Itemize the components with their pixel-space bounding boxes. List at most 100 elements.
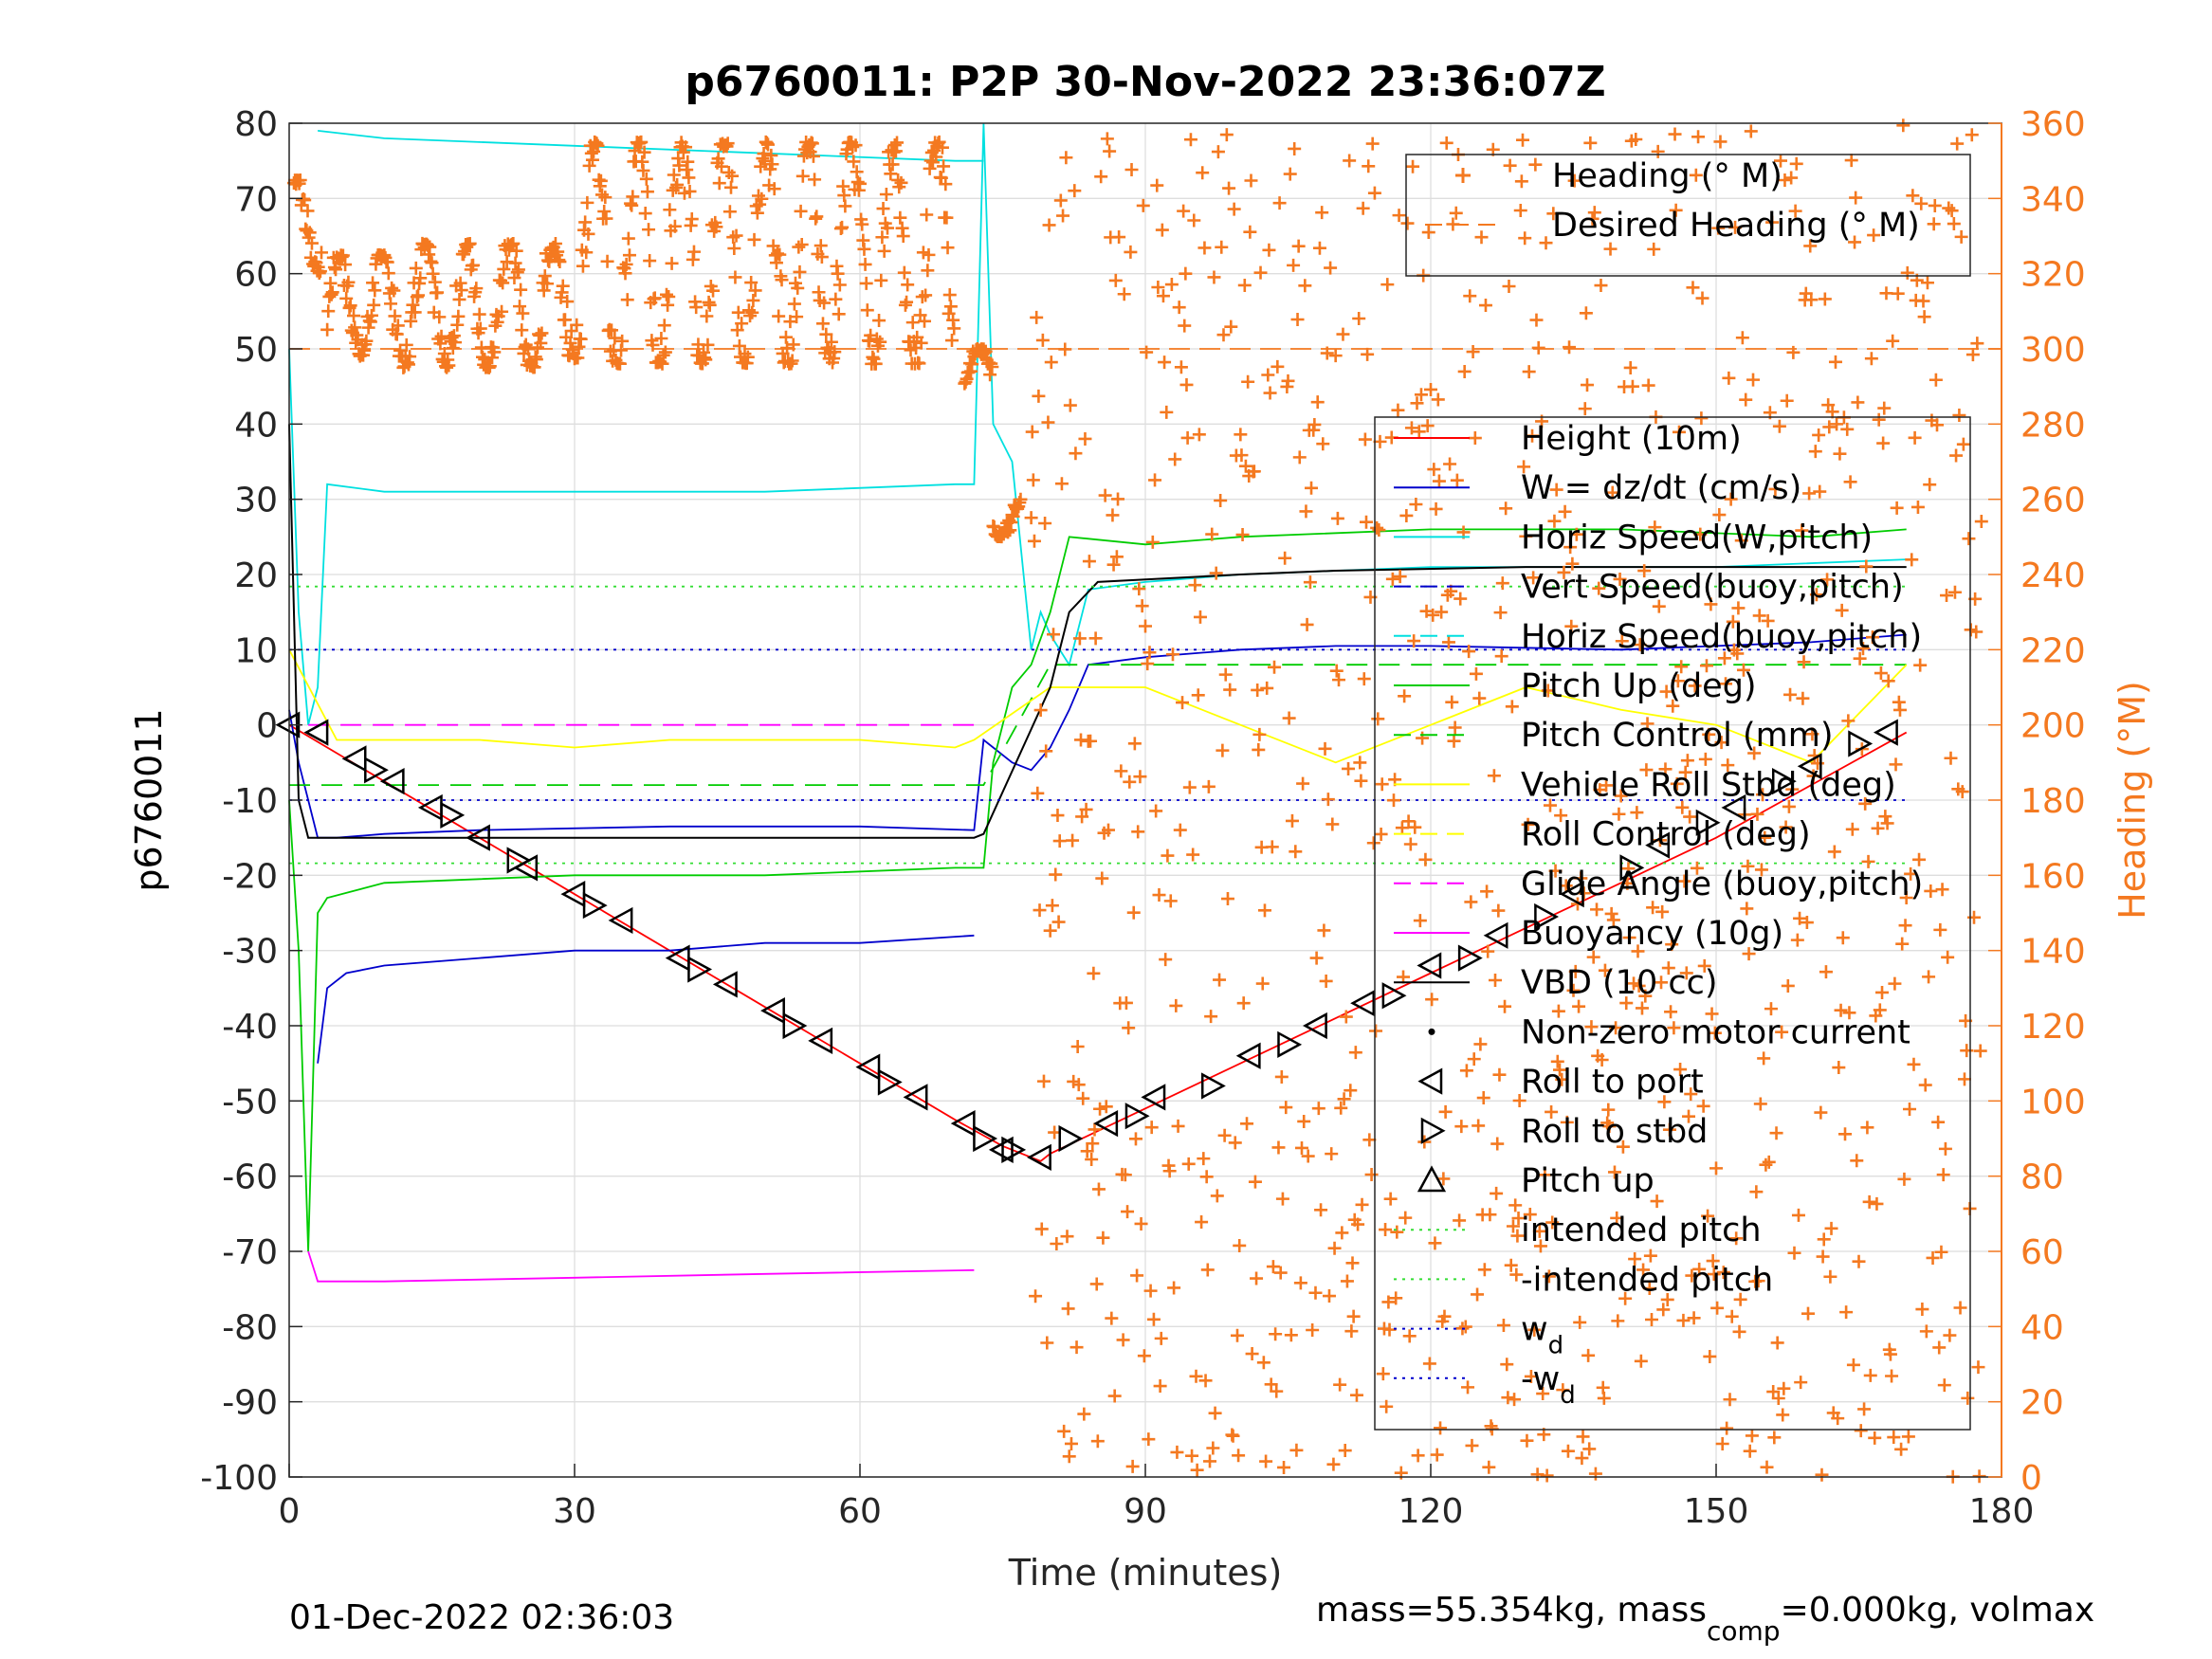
- heading-marker: [1178, 319, 1192, 333]
- roll-stbd-marker: [1058, 1124, 1084, 1153]
- y-tick-label: 10: [234, 631, 278, 670]
- heading-marker: [1172, 301, 1186, 315]
- y-tick-label: -100: [200, 1459, 278, 1498]
- heading-marker: [682, 171, 696, 185]
- heading-marker: [753, 197, 767, 211]
- heading-marker: [359, 334, 374, 348]
- heading-marker: [920, 208, 934, 222]
- heading-marker: [1164, 278, 1179, 292]
- heading-marker: [1615, 634, 1629, 648]
- heading-marker: [1581, 1348, 1596, 1362]
- heading-marker: [1297, 1114, 1311, 1128]
- heading-marker: [1828, 355, 1842, 369]
- heading-marker: [1445, 695, 1459, 709]
- heading-marker: [619, 257, 633, 271]
- heading-marker: [387, 283, 401, 298]
- heading-marker: [1685, 1268, 1699, 1283]
- heading-marker: [1337, 1092, 1351, 1106]
- heading-marker: [1311, 1102, 1325, 1116]
- legend-entry-text: Roll Control (deg): [1521, 816, 1811, 854]
- heading-marker: [1853, 651, 1867, 665]
- heading-marker: [1362, 159, 1376, 173]
- heading-marker: [1356, 201, 1370, 215]
- heading-marker: [1563, 540, 1578, 555]
- legend-entry-text: Roll to stbd: [1521, 1113, 1708, 1151]
- heading-marker: [1680, 754, 1694, 768]
- heading-marker: [1399, 508, 1414, 522]
- heading-marker: [773, 247, 787, 262]
- heading-marker: [808, 173, 822, 187]
- heading-marker: [580, 195, 594, 210]
- heading-marker: [1153, 1379, 1167, 1394]
- heading-marker: [1758, 830, 1772, 845]
- heading-marker: [1325, 1147, 1339, 1161]
- heading-marker: [1226, 1429, 1240, 1443]
- heading-marker: [1695, 291, 1709, 305]
- heading-marker: [1512, 1094, 1526, 1108]
- heading-marker: [1262, 243, 1276, 257]
- heading-marker: [1066, 833, 1080, 848]
- heading-marker: [1049, 867, 1063, 882]
- heading-marker: [1308, 1285, 1323, 1300]
- heading-marker: [1973, 1044, 1987, 1058]
- heading-marker: [1162, 1164, 1177, 1178]
- heading-marker: [1675, 800, 1690, 814]
- heading-marker: [1143, 646, 1157, 660]
- heading-marker: [1771, 1392, 1785, 1406]
- heading-marker: [1888, 976, 1902, 991]
- heading-marker: [1043, 923, 1057, 938]
- y-tick-label: 50: [234, 331, 278, 370]
- heading-marker: [1077, 1407, 1091, 1421]
- legend-entry-text: Roll to port: [1521, 1064, 1704, 1102]
- heading-marker: [1443, 457, 1457, 471]
- heading-marker: [1469, 666, 1483, 681]
- heading-marker: [1969, 625, 1983, 639]
- heading-marker: [1584, 1020, 1599, 1034]
- heading-marker: [1256, 1356, 1271, 1370]
- roll-port-marker: [466, 824, 490, 851]
- heading-marker: [1173, 823, 1187, 837]
- heading-marker: [1545, 1104, 1559, 1119]
- heading-marker: [1957, 1072, 1971, 1086]
- heading-marker: [1068, 184, 1082, 198]
- heading-marker: [578, 215, 593, 229]
- heading-marker: [1592, 581, 1606, 595]
- y2-tick-label: 240: [2020, 556, 2086, 595]
- heading-marker: [1139, 619, 1152, 633]
- heading-marker: [1168, 452, 1182, 466]
- heading-marker: [1320, 346, 1334, 360]
- heading-marker: [1856, 642, 1870, 656]
- heading-marker: [1961, 1391, 1975, 1405]
- heading-marker: [1831, 1412, 1845, 1426]
- heading-marker: [1200, 1263, 1215, 1277]
- footer-mass-text: mass=55.354kg, mass: [1316, 1591, 1707, 1630]
- heading-marker: [873, 335, 887, 349]
- heading-marker: [1228, 1136, 1242, 1150]
- roll-port-marker: [608, 906, 633, 935]
- heading-marker: [1379, 1223, 1393, 1237]
- x-tick-label: 180: [1969, 1492, 2035, 1531]
- heading-marker: [1329, 664, 1344, 678]
- heading-marker: [1327, 1241, 1342, 1255]
- heading-marker: [574, 332, 588, 346]
- heading-marker: [1107, 1389, 1122, 1403]
- heading-marker: [1150, 178, 1164, 192]
- heading-marker: [1830, 417, 1844, 431]
- heading-marker: [506, 236, 521, 250]
- heading-marker: [1895, 937, 1910, 951]
- heading-marker: [1553, 1063, 1567, 1077]
- heading-marker: [469, 282, 484, 296]
- heading-marker: [1834, 1003, 1848, 1017]
- heading-marker: [1346, 1309, 1361, 1323]
- heading-marker: [1380, 1399, 1394, 1413]
- heading-marker: [597, 205, 612, 219]
- heading-marker: [1936, 1168, 1950, 1182]
- heading-marker: [1713, 135, 1728, 149]
- y2-tick-label: 80: [2020, 1158, 2064, 1197]
- heading-marker: [1565, 556, 1580, 571]
- heading-marker: [1915, 1303, 1929, 1317]
- heading-marker: [1625, 379, 1639, 393]
- heading-marker: [1892, 702, 1907, 717]
- y-tick-label: 20: [234, 556, 278, 595]
- legend-sample: [1428, 1028, 1435, 1035]
